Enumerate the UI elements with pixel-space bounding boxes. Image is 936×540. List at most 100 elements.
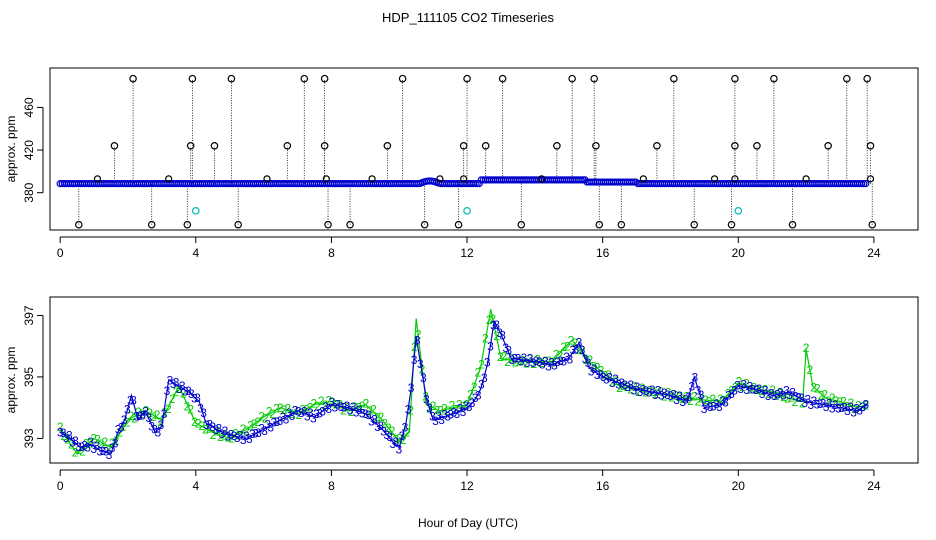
series-2-point: 2 [94, 433, 101, 447]
series-2-point: 2 [75, 443, 82, 457]
series-2-point: 2 [829, 391, 836, 405]
series-2-point: 2 [441, 402, 448, 416]
series-3-point: 3 [136, 409, 143, 423]
series-3-point: 3 [689, 379, 696, 393]
series-2-point: 2 [471, 380, 478, 394]
series-2-point: 2 [747, 382, 754, 396]
baseline-point [473, 180, 481, 188]
series-3-point: 3 [69, 436, 76, 450]
series-2-point: 2 [806, 363, 813, 377]
series-2-point: 2 [475, 366, 482, 380]
series-2-point: 2 [635, 385, 642, 399]
series-3-point: 3 [457, 402, 464, 416]
series-3-point: 3 [692, 370, 699, 384]
series-3-point: 3 [100, 444, 107, 458]
series-3-point: 3 [203, 418, 210, 432]
series-2-point: 2 [467, 387, 474, 401]
series-2-point: 2 [557, 348, 564, 362]
series-3-point: 3 [704, 399, 711, 413]
series-3-point: 3 [594, 368, 601, 382]
series-2-point: 2 [221, 428, 228, 442]
series-3-point: 3 [676, 389, 683, 403]
series-3-point: 3 [200, 406, 207, 420]
series-3-point: 3 [429, 410, 436, 424]
series-3-point: 3 [219, 427, 226, 441]
series-2-point: 2 [255, 415, 262, 429]
series-3-point: 3 [527, 352, 534, 366]
series-3-point: 3 [350, 400, 357, 414]
series-3-point: 3 [768, 386, 775, 400]
series-3-point: 3 [158, 418, 165, 432]
series-2-point: 2 [258, 410, 265, 424]
top-y-axis-label: approx. ppm [4, 116, 18, 183]
series-2-point: 2 [266, 405, 273, 419]
series-3-point: 3 [545, 359, 552, 373]
series-3-point: 3 [597, 367, 604, 381]
series-3-point: 3 [832, 398, 839, 412]
series-2-point: 2 [657, 385, 664, 399]
series-2-point: 2 [836, 395, 843, 409]
series-3-point: 3 [435, 409, 442, 423]
series-2-point: 2 [460, 400, 467, 414]
series-2-point: 2 [456, 397, 463, 411]
series-3-point: 3 [658, 389, 665, 403]
series-2-point: 2 [762, 382, 769, 396]
series-2-point: 2 [668, 390, 675, 404]
top-x-tick-label: 0 [57, 246, 64, 260]
series-3-point: 3 [551, 358, 558, 372]
series-2-point: 2 [627, 383, 634, 397]
series-3-point: 3 [185, 384, 192, 398]
series-3-point: 3 [814, 398, 821, 412]
series-3-point: 3 [774, 388, 781, 402]
series-3-point: 3 [673, 393, 680, 407]
series-2-point: 2 [98, 437, 105, 451]
series-3-point: 3 [560, 355, 567, 369]
high-spike-point [498, 74, 507, 83]
series-3-point: 3 [423, 392, 430, 406]
series-3-point: 3 [719, 394, 726, 408]
series-3-point: 3 [698, 388, 705, 402]
series-3-point: 3 [734, 378, 741, 392]
mid-spike-point [824, 142, 832, 150]
bottom-x-tick-label: 8 [328, 479, 335, 493]
series-3-point: 3 [212, 423, 219, 437]
mid-spike-point [481, 142, 490, 150]
series-2-point: 2 [195, 416, 202, 430]
series-2-point: 2 [169, 392, 176, 406]
series-2-point: 2 [713, 396, 720, 410]
series-2-point: 2 [493, 329, 500, 343]
series-3-point: 3 [368, 414, 375, 428]
bottom-y-axis-label: approx. ppm [4, 347, 18, 414]
series-3-point: 3 [548, 355, 555, 369]
top-plot-frame [49, 67, 919, 231]
top-x-tick-label: 16 [596, 246, 610, 260]
series-2-point: 2 [363, 397, 370, 411]
series-2-point: 2 [821, 387, 828, 401]
baseline-bump-point [93, 175, 102, 183]
series-3-point: 3 [606, 370, 613, 384]
series-3-point: 3 [582, 352, 589, 366]
series-2-point: 2 [848, 396, 855, 410]
low-spike-point [868, 220, 877, 229]
low-spike-point [788, 220, 797, 229]
series-3-point: 3 [216, 421, 223, 435]
series-3-point: 3 [304, 410, 311, 424]
series-3-point: 3 [142, 405, 149, 419]
series-2-point: 2 [340, 403, 347, 417]
series-3-point: 3 [603, 372, 610, 386]
series-3-point: 3 [624, 380, 631, 394]
series-3-point: 3 [679, 395, 686, 409]
series-2-point: 2 [568, 334, 575, 348]
series-3-point: 3 [57, 425, 64, 439]
series-3-point: 3 [359, 406, 366, 420]
series-2-point: 2 [691, 390, 698, 404]
baseline-point [577, 176, 585, 184]
high-spike-point [188, 74, 197, 83]
series-3-point: 3 [621, 378, 628, 392]
series-3-point: 3 [225, 429, 232, 443]
series-2-point: 2 [251, 417, 258, 431]
series-2-point: 2 [665, 386, 672, 400]
series-3-point: 3 [762, 383, 769, 397]
mid-spike-point [110, 142, 119, 150]
series-3-point: 3 [447, 408, 454, 422]
